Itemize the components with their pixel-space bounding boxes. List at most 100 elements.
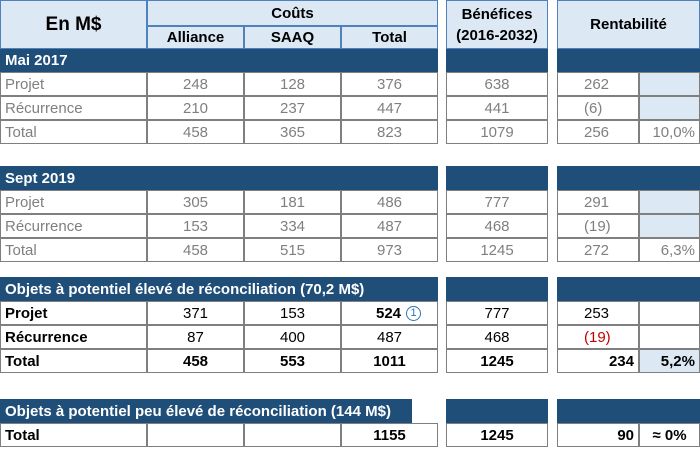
benefices-value: 441 [446, 96, 548, 120]
row-label: Récurrence [0, 214, 147, 238]
saaq-value: 153 [244, 301, 341, 325]
band-cell [557, 277, 639, 301]
section-title-sept-2019: Sept 2019 [0, 166, 147, 190]
total-value: 486 [341, 190, 438, 214]
rentabilite-pct [639, 72, 700, 96]
rentabilite-value: 253 [557, 301, 639, 325]
band-cell [446, 277, 548, 301]
total-value-cell: 524 1 [341, 301, 438, 325]
total-header: Total [341, 26, 438, 49]
rentabilite-value: (6) [557, 96, 639, 120]
alliance-value: 458 [147, 349, 244, 373]
alliance-value: 305 [147, 190, 244, 214]
rentabilite-pct: 6,3% [639, 238, 700, 262]
alliance-header: Alliance [147, 26, 244, 49]
band-cell [557, 49, 639, 72]
benefices-value: 468 [446, 214, 548, 238]
saaq-value: 515 [244, 238, 341, 262]
row-label: Total [0, 120, 147, 144]
band-cell [446, 166, 548, 190]
band-cell [244, 49, 341, 72]
benefices-value: 1245 [446, 238, 548, 262]
total-value: 823 [341, 120, 438, 144]
period-label: (2016-2032) [456, 26, 538, 44]
alliance-value: 153 [147, 214, 244, 238]
unit-header: En M$ [0, 0, 147, 49]
footnote-marker: 1 [406, 305, 422, 321]
band-cell [446, 49, 548, 72]
rentabilite-pct [639, 214, 700, 238]
band-cell [341, 49, 438, 72]
alliance-value: 210 [147, 96, 244, 120]
band-cell [557, 166, 639, 190]
saaq-value: 181 [244, 190, 341, 214]
rentabilite-value: 291 [557, 190, 639, 214]
alliance-value: 371 [147, 301, 244, 325]
rentabilite-value: 90 [557, 423, 639, 447]
total-value: 524 [375, 304, 402, 322]
section-title-mai-2017: Mai 2017 [0, 49, 147, 72]
rentabilite-value: (19) [557, 325, 639, 349]
saaq-value: 553 [244, 349, 341, 373]
benefices-header: Bénéfices (2016-2032) [446, 0, 548, 49]
band-cell [244, 166, 341, 190]
rentabilite-header: Rentabilité [557, 0, 700, 49]
rentabilite-pct: 5,2% [639, 349, 700, 373]
rentabilite-value: (19) [557, 214, 639, 238]
saaq-header: SAAQ [244, 26, 341, 49]
section-title-potentiel-peu-eleve: Objets à potentiel peu élevé de réconcil… [0, 399, 412, 423]
band-cell [557, 399, 700, 423]
total-value: 487 [341, 214, 438, 238]
band-cell [446, 399, 548, 423]
band-cell [147, 49, 244, 72]
section-title-potentiel-eleve: Objets à potentiel élevé de réconciliati… [0, 277, 438, 301]
rentabilite-value: 234 [557, 349, 639, 373]
band-cell [639, 277, 700, 301]
benefices-value: 638 [446, 72, 548, 96]
row-label: Récurrence [0, 96, 147, 120]
row-label: Total [0, 238, 147, 262]
saaq-value: 237 [244, 96, 341, 120]
rentabilite-pct [639, 190, 700, 214]
band-cell [639, 166, 700, 190]
alliance-value: 248 [147, 72, 244, 96]
total-value: 376 [341, 72, 438, 96]
total-value: 1011 [341, 349, 438, 373]
benefices-label: Bénéfices [461, 5, 533, 23]
total-value: 973 [341, 238, 438, 262]
row-label: Total [0, 423, 147, 447]
alliance-value: 458 [147, 238, 244, 262]
benefices-value: 1245 [446, 423, 548, 447]
rentabilite-pct [639, 325, 700, 349]
rentabilite-value: 262 [557, 72, 639, 96]
rentabilite-pct: ≈ 0% [639, 423, 700, 447]
total-value: 1155 [341, 423, 438, 447]
couts-header: Coûts [147, 0, 438, 26]
alliance-value: 87 [147, 325, 244, 349]
saaq-value: 334 [244, 214, 341, 238]
benefices-value: 777 [446, 301, 548, 325]
alliance-value [147, 423, 244, 447]
rentabilite-pct [639, 301, 700, 325]
row-label: Récurrence [0, 325, 147, 349]
benefices-value: 1245 [446, 349, 548, 373]
row-label: Total [0, 349, 147, 373]
row-label: Projet [0, 190, 147, 214]
saaq-value [244, 423, 341, 447]
band-cell [341, 166, 438, 190]
benefices-value: 777 [446, 190, 548, 214]
benefices-value: 468 [446, 325, 548, 349]
total-value: 447 [341, 96, 438, 120]
band-cell [147, 166, 244, 190]
benefices-value: 1079 [446, 120, 548, 144]
saaq-value: 365 [244, 120, 341, 144]
rentabilite-pct: 10,0% [639, 120, 700, 144]
total-value: 487 [341, 325, 438, 349]
rentabilite-value: 256 [557, 120, 639, 144]
row-label: Projet [0, 72, 147, 96]
band-cell [639, 49, 700, 72]
rentabilite-pct [639, 96, 700, 120]
rentabilite-value: 272 [557, 238, 639, 262]
row-label: Projet [0, 301, 147, 325]
alliance-value: 458 [147, 120, 244, 144]
